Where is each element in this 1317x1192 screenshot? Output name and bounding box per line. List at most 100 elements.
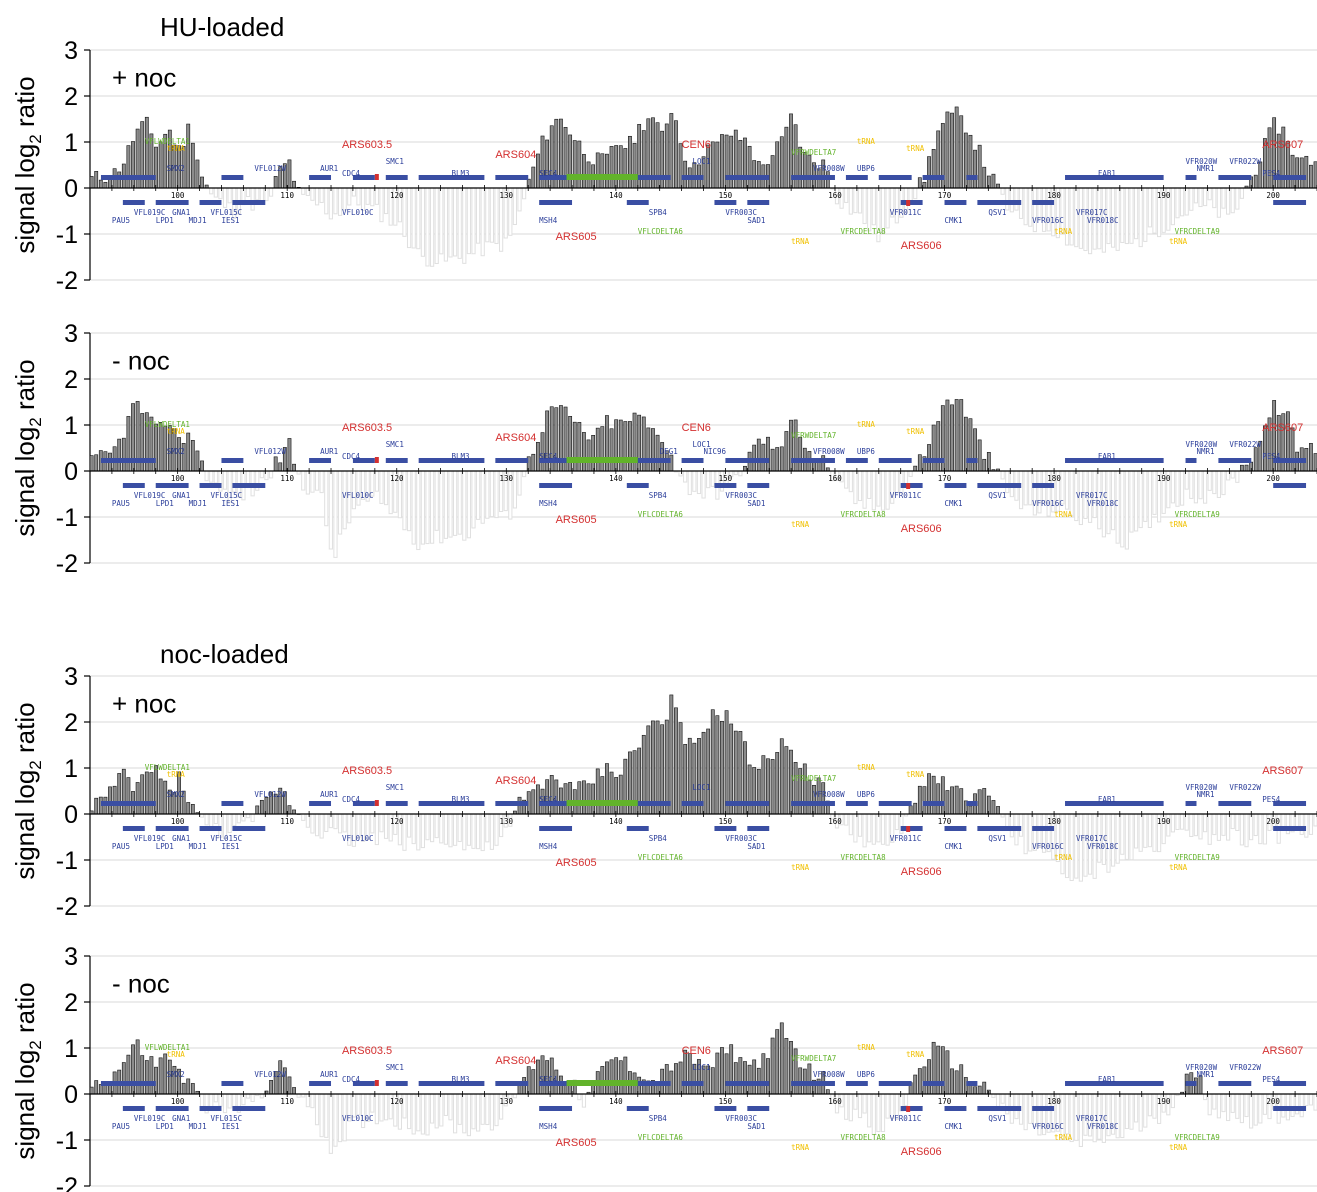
signal-bar bbox=[452, 1093, 458, 1134]
signal-bar bbox=[1143, 813, 1148, 848]
gene-block bbox=[878, 801, 912, 806]
gene-label: PES4 bbox=[1262, 1075, 1281, 1084]
signal-bar bbox=[973, 1086, 977, 1095]
signal-bar bbox=[628, 135, 632, 189]
signal-bar bbox=[1129, 1093, 1134, 1130]
gene-label: CDC4 bbox=[342, 795, 361, 804]
gene-block bbox=[1032, 483, 1055, 488]
gene-label: LPD1 bbox=[156, 1122, 174, 1131]
gene-block bbox=[199, 826, 222, 831]
panel-label: - noc bbox=[112, 346, 170, 376]
chart-panel-1: 3 2 1 0 -1 -2 signal log2 ratio - noc 100 110 120 1… bbox=[10, 320, 1317, 578]
signal-bar bbox=[374, 1093, 379, 1125]
gene-label: VFL012W bbox=[254, 447, 286, 456]
gene-label: BLM3 bbox=[452, 1075, 470, 1084]
trna-label: tRNA bbox=[906, 144, 925, 153]
signal-bar bbox=[894, 470, 899, 494]
signal-bar bbox=[991, 800, 996, 815]
gene-block bbox=[922, 1081, 945, 1086]
signal-bar bbox=[149, 772, 154, 815]
signal-bar bbox=[876, 470, 881, 507]
signal-bar bbox=[940, 1046, 945, 1095]
signal-bar bbox=[623, 1056, 628, 1095]
trna-label: tRNA bbox=[1169, 1143, 1188, 1152]
signal-bar bbox=[1240, 464, 1244, 472]
signal-bar bbox=[1074, 187, 1079, 248]
panel-label: + noc bbox=[112, 63, 176, 93]
signal-bar bbox=[982, 166, 987, 189]
signal-bar bbox=[439, 187, 444, 255]
signal-bar bbox=[1005, 470, 1010, 494]
signal-bar bbox=[1216, 1093, 1222, 1119]
signal-bar bbox=[857, 187, 863, 214]
gene-label: VFL015C bbox=[211, 834, 243, 843]
signal-bar bbox=[1207, 470, 1212, 491]
signal-bar bbox=[190, 804, 195, 815]
gene-block bbox=[539, 801, 583, 806]
signal-bar bbox=[927, 444, 931, 472]
gene-label: AUR1 bbox=[320, 447, 338, 456]
signal-bar bbox=[1179, 813, 1185, 830]
gene-label: AUR1 bbox=[320, 164, 338, 173]
delta-label: VFRCDELTA8 bbox=[840, 853, 886, 862]
trna-label: tRNA bbox=[167, 1050, 186, 1059]
signal-bar bbox=[310, 470, 315, 493]
gene-block bbox=[352, 175, 375, 180]
signal-bar bbox=[1000, 1093, 1005, 1104]
gene-label: VFL012W bbox=[254, 164, 286, 173]
gene-label: CMK1 bbox=[945, 1122, 963, 1131]
y-tick-label: 1 bbox=[64, 755, 78, 783]
delta-block bbox=[566, 1080, 638, 1086]
signal-bar bbox=[1290, 427, 1295, 472]
ars-marker bbox=[906, 826, 911, 832]
trna-label: tRNA bbox=[857, 137, 876, 146]
signal-bar bbox=[848, 813, 853, 836]
signal-bar bbox=[531, 166, 536, 189]
gene-block bbox=[1032, 826, 1055, 831]
gene-block bbox=[100, 801, 156, 806]
signal-bar bbox=[310, 1093, 315, 1109]
signal-bar bbox=[1235, 187, 1240, 210]
gene-block bbox=[747, 826, 770, 831]
signal-bar bbox=[609, 771, 614, 815]
gene-block bbox=[309, 175, 332, 180]
gene-label: UBP6 bbox=[857, 164, 876, 173]
signal-bar bbox=[848, 470, 853, 493]
signal-bar bbox=[448, 187, 453, 258]
signal-bar bbox=[595, 427, 600, 472]
signal-bar bbox=[108, 179, 112, 189]
signal-bar bbox=[443, 187, 448, 262]
trna-label: tRNA bbox=[906, 427, 925, 436]
gene-label: NIC96 bbox=[704, 447, 727, 456]
signal-bar bbox=[1290, 1093, 1295, 1117]
signal-bar bbox=[1226, 187, 1231, 215]
coordinate-tick-label: 180 bbox=[1047, 191, 1061, 200]
coordinate-tick-label: 190 bbox=[1157, 817, 1171, 826]
signal-bar bbox=[738, 1057, 743, 1095]
signal-bar bbox=[227, 187, 232, 204]
gene-label: SEC4 bbox=[539, 169, 558, 178]
signal-bar bbox=[457, 187, 462, 259]
gene-label: UBP6 bbox=[857, 1070, 876, 1079]
gene-block bbox=[100, 458, 156, 463]
gene-label: VFL019C bbox=[134, 834, 166, 843]
signal-bar bbox=[186, 1078, 191, 1095]
gene-block bbox=[221, 175, 244, 180]
signal-bar bbox=[581, 1093, 587, 1108]
signal-bar bbox=[1235, 1093, 1240, 1119]
signal-bar bbox=[922, 786, 927, 815]
gene-label: VFL019C bbox=[134, 491, 166, 500]
signal-bar bbox=[420, 470, 425, 545]
signal-bar bbox=[227, 813, 232, 834]
signal-bar bbox=[383, 470, 389, 506]
signal-bar bbox=[862, 1093, 867, 1114]
gene-block bbox=[155, 200, 189, 205]
signal-bar bbox=[1304, 813, 1309, 838]
signal-bar bbox=[1258, 813, 1263, 845]
signal-bar bbox=[443, 1093, 448, 1116]
signal-bar bbox=[425, 187, 430, 267]
coordinate-tick-label: 150 bbox=[719, 191, 733, 200]
signal-bar bbox=[1193, 187, 1199, 204]
signal-bar bbox=[112, 785, 117, 815]
gene-block bbox=[418, 1081, 485, 1086]
